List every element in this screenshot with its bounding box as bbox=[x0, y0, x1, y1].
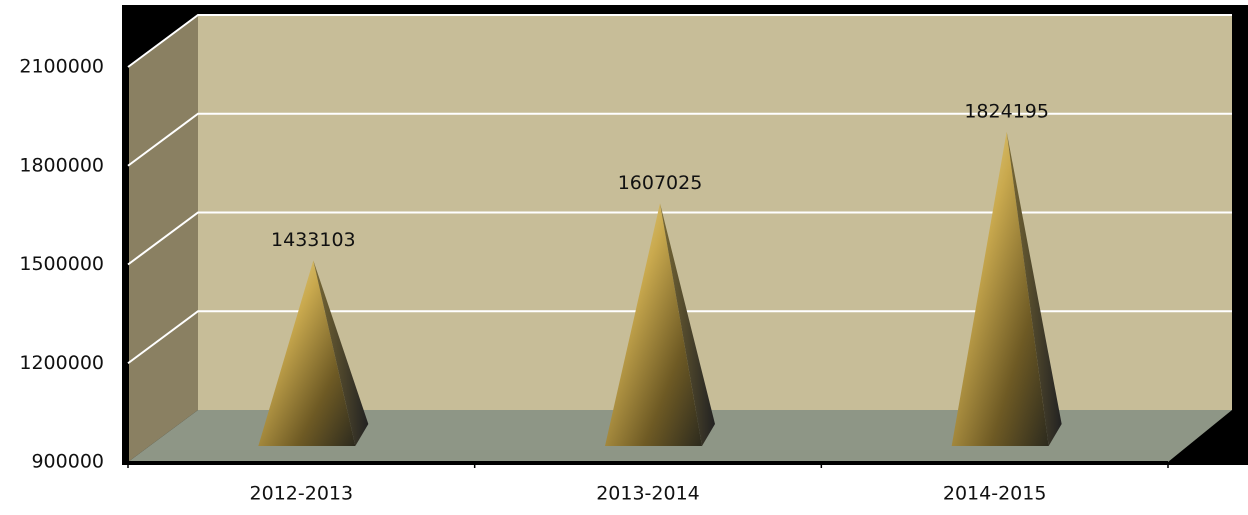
y-tick-label: 1800000 bbox=[19, 154, 104, 176]
y-tick-label: 2100000 bbox=[19, 56, 104, 78]
grid-line bbox=[127, 14, 1232, 68]
y-tick-label: 1500000 bbox=[19, 253, 104, 275]
y-tick-label: 900000 bbox=[31, 451, 104, 473]
value-label: 1433103 bbox=[271, 229, 356, 251]
pyramid bbox=[951, 131, 1062, 446]
x-tick-label: 2014-2015 bbox=[943, 483, 1047, 505]
grid-line bbox=[127, 112, 1232, 167]
y-tick-label: 1200000 bbox=[19, 352, 104, 374]
value-label: 1824195 bbox=[964, 100, 1049, 122]
x-tick-label: 2013-2014 bbox=[596, 483, 700, 505]
value-label: 1607025 bbox=[618, 172, 703, 194]
grid-line bbox=[127, 310, 1232, 365]
pyramid bbox=[258, 260, 369, 446]
pyramid-face bbox=[605, 203, 702, 446]
pyramid bbox=[605, 203, 715, 446]
grid-line bbox=[127, 211, 1232, 266]
pyramid-face bbox=[313, 260, 369, 446]
pyramid-face bbox=[258, 260, 356, 446]
pyramid-face bbox=[951, 131, 1049, 446]
pyramid-face bbox=[1006, 131, 1062, 446]
x-tick-label: 2012-2013 bbox=[250, 483, 354, 505]
pyramid-face bbox=[660, 203, 715, 446]
